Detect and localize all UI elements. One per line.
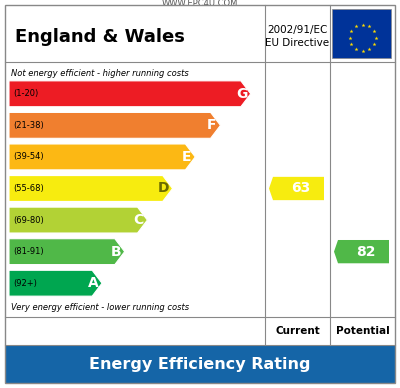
Polygon shape: [334, 240, 389, 263]
Text: A: A: [88, 276, 98, 290]
Text: Potential: Potential: [336, 326, 389, 336]
Text: F: F: [207, 118, 216, 132]
Polygon shape: [9, 144, 195, 170]
Polygon shape: [9, 239, 125, 265]
Text: (1-20): (1-20): [13, 89, 38, 98]
Text: B: B: [110, 245, 121, 259]
Bar: [332, 9, 391, 58]
Text: Very energy efficient - lower running costs: Very energy efficient - lower running co…: [11, 303, 189, 312]
Text: G: G: [236, 87, 248, 101]
Text: (69-80): (69-80): [13, 216, 44, 225]
Text: WWW.EPC4U.COM: WWW.EPC4U.COM: [162, 0, 238, 8]
Text: (92+): (92+): [13, 279, 37, 288]
Text: EU Directive: EU Directive: [266, 38, 330, 47]
Text: C: C: [133, 213, 144, 227]
Polygon shape: [9, 81, 251, 107]
Polygon shape: [9, 270, 102, 296]
Text: England & Wales: England & Wales: [15, 28, 185, 47]
Text: 63: 63: [291, 182, 310, 196]
Text: Current: Current: [275, 326, 320, 336]
Text: 82: 82: [356, 245, 375, 259]
Polygon shape: [9, 207, 147, 233]
Text: 2002/91/EC: 2002/91/EC: [267, 26, 328, 35]
Text: (39-54): (39-54): [13, 152, 44, 161]
Text: Energy Efficiency Rating: Energy Efficiency Rating: [89, 357, 311, 371]
Polygon shape: [9, 175, 172, 201]
Text: Not energy efficient - higher running costs: Not energy efficient - higher running co…: [11, 69, 189, 78]
Text: E: E: [182, 150, 191, 164]
Polygon shape: [9, 113, 220, 138]
Text: D: D: [158, 182, 170, 196]
Text: (81-91): (81-91): [13, 247, 44, 256]
Bar: [5, 345, 395, 383]
Polygon shape: [269, 177, 324, 200]
Text: (55-68): (55-68): [13, 184, 44, 193]
Text: (21-38): (21-38): [13, 121, 44, 130]
